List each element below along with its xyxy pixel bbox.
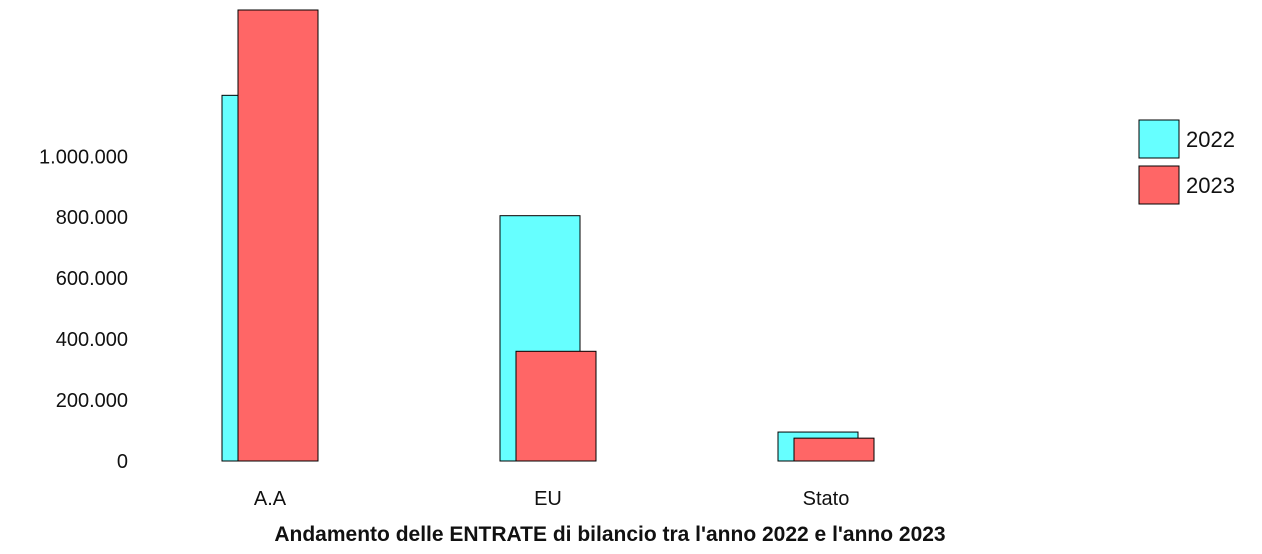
chart-title: Andamento delle ENTRATE di bilancio tra …: [274, 523, 945, 546]
bar-stato-2023: [793, 437, 875, 462]
legend-label-2023: 2023: [1186, 173, 1235, 198]
y-tick-label: 0: [117, 451, 128, 473]
bar-a-a-2023: [237, 9, 319, 462]
bars: [221, 9, 875, 462]
legend: 2022 2023: [1138, 119, 1235, 205]
x-category-label: Stato: [803, 488, 850, 510]
y-axis-ticks: 0 200.000 400.000 600.000 800.000 1.000.000: [39, 146, 128, 473]
y-tick-label: 1.000.000: [39, 146, 128, 168]
y-tick-label: 400.000: [56, 329, 128, 351]
y-tick-label: 800.000: [56, 207, 128, 229]
legend-label-2022: 2022: [1186, 127, 1235, 152]
legend-swatch-2023: [1138, 165, 1180, 205]
bar-eu-2023: [515, 350, 597, 462]
x-category-label: EU: [534, 488, 562, 510]
y-tick-label: 600.000: [56, 268, 128, 290]
legend-swatch-2022: [1138, 119, 1180, 159]
y-tick-label: 200.000: [56, 390, 128, 412]
x-category-label: A.A: [254, 488, 287, 510]
x-axis-labels: A.A EU Stato: [254, 488, 849, 510]
